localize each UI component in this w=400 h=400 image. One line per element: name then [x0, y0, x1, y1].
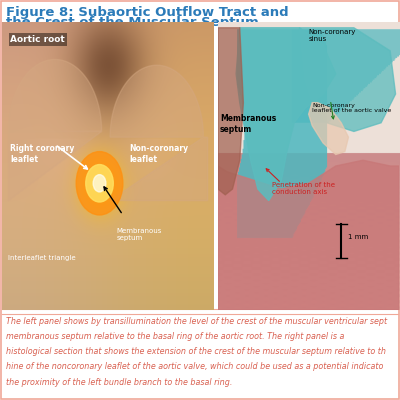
Text: Non-coronary
leaflet of the aortic valve: Non-coronary leaflet of the aortic valve — [312, 103, 392, 114]
Text: 1 mm: 1 mm — [348, 234, 369, 240]
Text: Interleaflet triangle: Interleaflet triangle — [8, 255, 76, 261]
Text: Non-coronary
sinus: Non-coronary sinus — [309, 29, 356, 42]
Text: Figure 8: Subaortic Outflow Tract and: Figure 8: Subaortic Outflow Tract and — [6, 6, 289, 19]
Polygon shape — [300, 28, 396, 132]
Polygon shape — [218, 28, 243, 195]
Text: The left panel shows by transillumination the level of the crest of the muscular: The left panel shows by transilluminatio… — [6, 317, 387, 326]
Polygon shape — [8, 60, 102, 200]
Text: Membranous
septum: Membranous septum — [220, 114, 276, 134]
Text: Non-coronary
leaflet: Non-coronary leaflet — [129, 144, 188, 164]
Text: the Crest of the Muscular Septum: the Crest of the Muscular Septum — [6, 16, 259, 29]
Text: Penetration of the
conduction axis: Penetration of the conduction axis — [272, 182, 335, 195]
Text: hine of the noncoronary leaflet of the aortic valve, which could be used as a po: hine of the noncoronary leaflet of the a… — [6, 362, 383, 371]
Text: membranous septum relative to the basal ring of the aortic root. The right panel: membranous septum relative to the basal … — [6, 332, 344, 341]
Polygon shape — [110, 65, 208, 200]
Polygon shape — [309, 103, 348, 154]
Polygon shape — [218, 160, 399, 310]
Text: Membranous
septum: Membranous septum — [116, 228, 162, 241]
Circle shape — [93, 175, 106, 192]
Circle shape — [86, 164, 113, 202]
Circle shape — [76, 152, 123, 215]
Text: histological section that shows the extension of the crest of the muscular septu: histological section that shows the exte… — [6, 347, 386, 356]
Text: Aortic root: Aortic root — [10, 35, 65, 44]
Text: the proximity of the left bundle branch to the basal ring.: the proximity of the left bundle branch … — [6, 378, 232, 386]
Polygon shape — [236, 28, 336, 200]
Text: Right coronary
leaflet: Right coronary leaflet — [10, 144, 75, 164]
